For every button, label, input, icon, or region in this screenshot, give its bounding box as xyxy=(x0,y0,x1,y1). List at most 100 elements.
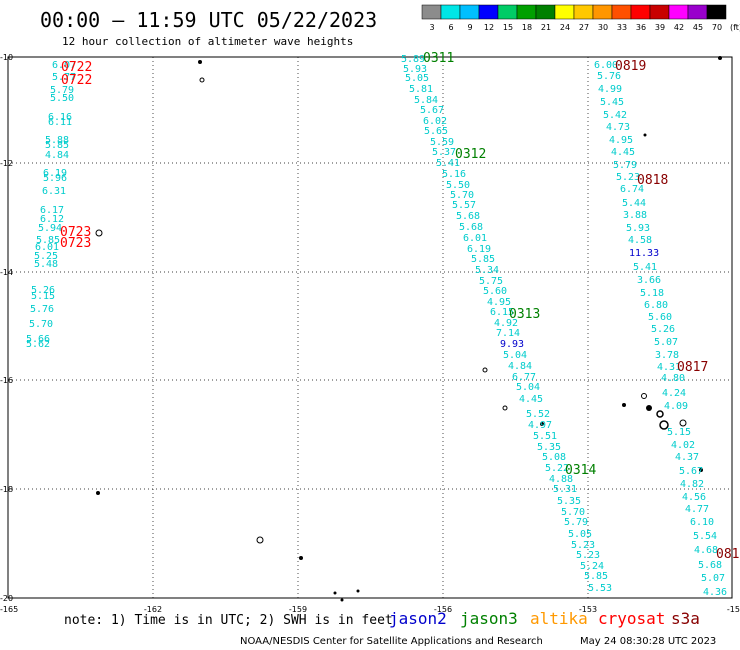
wave-height-value: 5.23 xyxy=(571,540,595,551)
island-marker xyxy=(96,491,100,495)
pass-time-label: 0312 xyxy=(455,147,486,162)
wave-height-value: 4.92 xyxy=(494,318,518,329)
island-marker xyxy=(656,410,664,418)
wave-height-value: 5.67 xyxy=(679,466,703,477)
wave-height-value: 5.60 xyxy=(483,286,507,297)
pass-time-label: 0722 xyxy=(61,60,92,75)
wave-height-value: 7.14 xyxy=(496,328,520,339)
latitude-tick-label: -20 xyxy=(0,594,13,603)
wave-height-value: 4.84 xyxy=(45,150,69,161)
colorbar-label: 21 xyxy=(541,23,551,32)
pass-time-label: 0311 xyxy=(423,51,454,66)
wave-height-value: 6.80 xyxy=(644,300,668,311)
wave-height-value: 5.76 xyxy=(597,71,621,82)
map-frame: -10 -12 -14 -16 -18 -20 -165 -162 -159 -156 -153 -1… xyxy=(0,53,740,614)
axis-tick-labels: -10 -12 -14 -16 -18 -20 -165 -162 -159 -156 -153 -1… xyxy=(0,53,740,614)
wave-height-value: 5.68 xyxy=(459,222,483,233)
wave-height-value: 5.85 xyxy=(45,140,69,151)
latitude-tick-label: -18 xyxy=(0,485,13,494)
satellite-legend-cryosat: cryosat xyxy=(598,609,665,628)
wave-height-value: 5.77 xyxy=(52,72,76,83)
wave-height-value: 5.41 xyxy=(633,262,657,273)
wave-height-value: 5.22 xyxy=(545,463,569,474)
wave-height-value: 5.51 xyxy=(533,431,557,442)
wave-height-value: 3.66 xyxy=(637,275,661,286)
map-subtitle: 12 hour collection of altimeter wave hei… xyxy=(62,35,353,48)
wave-height-value: 5.16 xyxy=(442,169,466,180)
latitude-tick-label: -16 xyxy=(0,376,13,385)
island-marker xyxy=(718,56,722,60)
colorbar-swatch xyxy=(687,4,708,20)
colorbar-label: 18 xyxy=(522,23,532,32)
wave-height-value: 5.48 xyxy=(34,259,58,270)
island-marker xyxy=(540,422,544,426)
map-border xyxy=(7,56,733,599)
wave-height-value: 4.73 xyxy=(606,122,630,133)
pass-time-label: 0723 xyxy=(60,225,91,240)
satellite-legend-s3a: s3a xyxy=(671,609,700,628)
wave-height-value: 5.79 xyxy=(564,517,588,528)
colorbar-swatch xyxy=(478,4,499,20)
latitude-tick-label: -10 xyxy=(0,53,13,62)
wave-height-value: 4.24 xyxy=(662,388,686,399)
longitude-tick-label: -15 xyxy=(727,605,740,614)
island-marker xyxy=(643,133,647,137)
wave-height-value: 3.78 xyxy=(655,350,679,361)
wave-height-value: 6.01 xyxy=(463,233,487,244)
colorbar-swatch xyxy=(459,4,480,20)
island-marker xyxy=(199,77,205,83)
pass-time-label: 0818 xyxy=(637,173,668,188)
wave-height-value: 5.65 xyxy=(424,126,448,137)
colorbar-label: 45 xyxy=(693,23,703,32)
wave-height-value: 5.75 xyxy=(479,276,503,287)
wave-height-value: 6.02 xyxy=(423,116,447,127)
wave-height-value: 5.41 xyxy=(436,158,460,169)
wave-height-value: 6.01 xyxy=(35,242,59,253)
wave-height-value: 4.84 xyxy=(508,361,532,372)
wave-height-value: 5.66 xyxy=(26,334,50,345)
wave-height-value: 6.07 xyxy=(52,60,76,71)
wave-height-value: 5.25 xyxy=(34,251,58,262)
pass-time-label: 0722 xyxy=(61,73,92,88)
wave-height-value: 6.19 xyxy=(467,244,491,255)
wave-height-value: 4.31 xyxy=(657,362,681,373)
timestamp-text: May 24 08:30:28 UTC 2023 xyxy=(580,636,716,647)
colorbar-swatch xyxy=(440,4,461,20)
wave-height-value: 5.26 xyxy=(31,285,55,296)
colorbar-label: 3 xyxy=(429,23,434,32)
wave-height-value: 6.12 xyxy=(40,214,64,225)
island-marker xyxy=(299,556,303,560)
wave-height-value: 5.05 xyxy=(405,73,429,84)
colorbar-swatch xyxy=(592,4,613,20)
pass-time-label: 0723 xyxy=(60,236,91,251)
wave-height-value: 5.93 xyxy=(626,223,650,234)
wave-height-value: 5.26 xyxy=(651,324,675,335)
colorbar-label: 42 xyxy=(674,23,684,32)
colorbar-swatch xyxy=(497,4,518,20)
colorbar-swatch xyxy=(611,4,632,20)
wave-height-value: 5.79 xyxy=(50,85,74,96)
wave-height-value: 5.68 xyxy=(698,560,722,571)
wave-height-value: 5.05 xyxy=(568,529,592,540)
colorbar-label: 27 xyxy=(579,23,589,32)
wave-height-value: 6.11 xyxy=(48,117,72,128)
colorbar-swatch xyxy=(421,4,442,20)
wave-height-value: 5.70 xyxy=(29,319,53,330)
wave-height-value: 5.04 xyxy=(516,382,540,393)
wave-height-value: 5.60 xyxy=(648,312,672,323)
wave-height-value: 5.70 xyxy=(450,190,474,201)
island-outlines xyxy=(95,56,722,602)
wave-height-value: 4.77 xyxy=(685,504,709,515)
wave-height-value: 6.00 xyxy=(594,60,618,71)
wave-height-value: 5.62 xyxy=(26,339,50,350)
wave-height-value: 9.93 xyxy=(500,339,524,350)
colorbar-label: 24 xyxy=(560,23,570,32)
wave-height-value: 5.76 xyxy=(30,304,54,315)
wave-height-value: 4.68 xyxy=(694,545,718,556)
wave-height-value: 4.97 xyxy=(528,420,552,431)
wave-height-value: 5.37 xyxy=(432,147,456,158)
pass-time-label: 0817 xyxy=(677,360,708,375)
wave-height-value: 5.15 xyxy=(667,427,691,438)
